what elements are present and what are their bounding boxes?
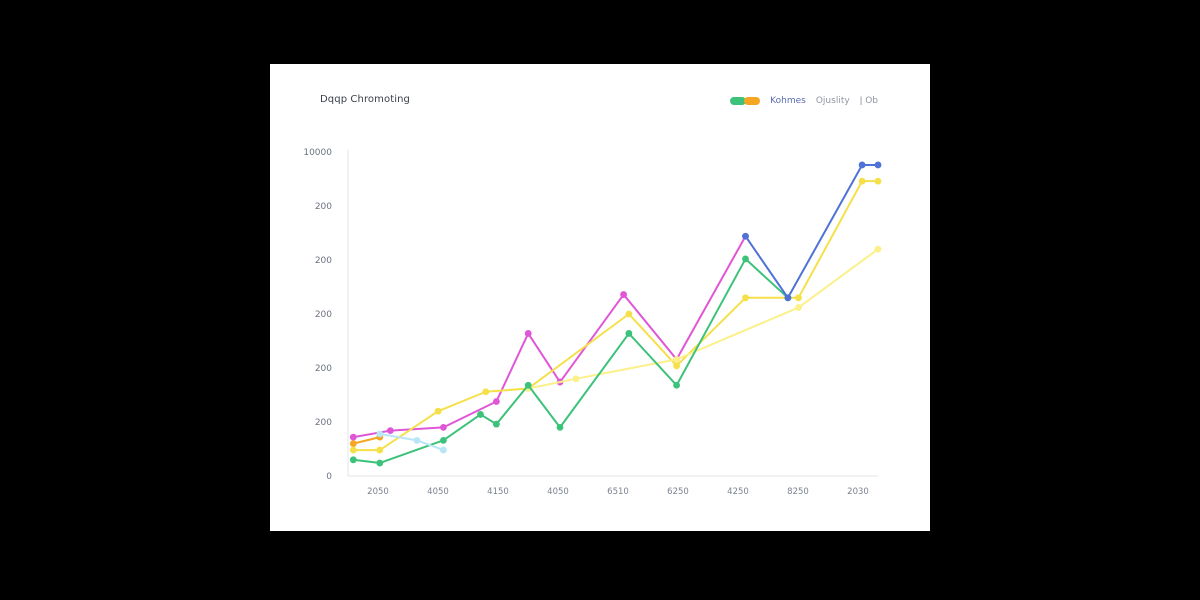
y-tick-label: 0 <box>326 472 332 482</box>
legend-label-1: Kohmes <box>770 96 806 106</box>
series-point-2 <box>858 177 866 185</box>
series-point-3 <box>874 245 882 253</box>
series-point-4 <box>376 459 384 467</box>
series-point-3 <box>795 304 802 311</box>
series-point-5 <box>742 232 749 240</box>
series-point-2 <box>673 362 680 370</box>
series-point-2 <box>349 446 357 454</box>
series-line-0 <box>352 235 747 439</box>
series-point-3 <box>572 375 580 383</box>
series-line-3 <box>527 248 879 390</box>
series-line-6 <box>378 432 445 452</box>
series-point-0 <box>493 398 500 405</box>
x-tick-label: 4050 <box>427 487 449 497</box>
series-point-0 <box>524 330 532 337</box>
chart-card: Dqqp Chromoting Kohmes Ojuslity ǀ Ob 0 20… <box>270 64 930 531</box>
series-point-2 <box>376 446 384 454</box>
series-point-4 <box>477 411 484 418</box>
legend-label-2: Ojuslity <box>815 96 850 106</box>
series-point-2 <box>482 388 490 396</box>
series-point-1 <box>349 440 357 447</box>
x-tick-label: 4150 <box>487 487 509 497</box>
x-tick-label: 6510 <box>607 487 629 497</box>
series-line-2 <box>352 180 879 452</box>
y-tick-label: 200 <box>315 418 332 428</box>
series-point-0 <box>620 291 627 298</box>
x-tick-label: 8250 <box>787 487 809 497</box>
series-point-0 <box>440 424 447 431</box>
series-point-2 <box>625 310 633 318</box>
series-line-5 <box>744 163 879 299</box>
series-point-6 <box>413 436 421 444</box>
y-tick-label: 10000 <box>303 148 332 158</box>
series-point-4 <box>625 330 633 337</box>
series-point-4 <box>493 420 500 428</box>
series-point-4 <box>349 456 357 464</box>
series-point-2 <box>434 407 442 415</box>
chart-title: Dqqp Chromoting <box>320 94 410 105</box>
series-point-4 <box>440 436 447 444</box>
series-point-4 <box>556 424 564 431</box>
series-point-4 <box>742 255 749 263</box>
x-tick-label: 4050 <box>547 487 569 497</box>
series-point-6 <box>440 446 447 454</box>
series-point-2 <box>795 294 802 302</box>
x-tick-label: 2050 <box>367 487 389 497</box>
series-point-6 <box>376 430 384 438</box>
x-tick-label: 2030 <box>847 487 869 497</box>
legend-swatch-green <box>730 97 747 105</box>
y-tick-label: 200 <box>315 256 332 266</box>
y-tick-label: 200 <box>315 364 332 374</box>
y-tick-label: 200 <box>315 202 332 212</box>
series-point-0 <box>387 427 394 435</box>
series-point-2 <box>874 177 882 185</box>
x-tick-label: 4250 <box>727 487 749 497</box>
legend-label-3: ǀ Ob <box>859 96 878 106</box>
series-point-5 <box>858 161 866 169</box>
series-point-5 <box>784 294 792 302</box>
series-point-2 <box>742 294 749 302</box>
series-point-4 <box>524 381 532 389</box>
chart-legend: Kohmes Ojuslity ǀ Ob <box>730 96 878 106</box>
series-point-5 <box>874 161 882 169</box>
x-tick-label: 6250 <box>667 487 689 497</box>
series-point-3 <box>673 355 680 363</box>
legend-swatch-orange <box>744 97 761 105</box>
series-point-0 <box>349 433 357 441</box>
legend-swatch-group <box>730 97 761 105</box>
line-chart: 0 200 200 200 200 200 10000 2050 4050 4150 4050 651… <box>303 148 882 497</box>
series-point-4 <box>673 381 680 389</box>
y-tick-label: 200 <box>315 310 332 320</box>
series-line-1 <box>352 436 381 445</box>
series-line-4 <box>352 257 789 465</box>
